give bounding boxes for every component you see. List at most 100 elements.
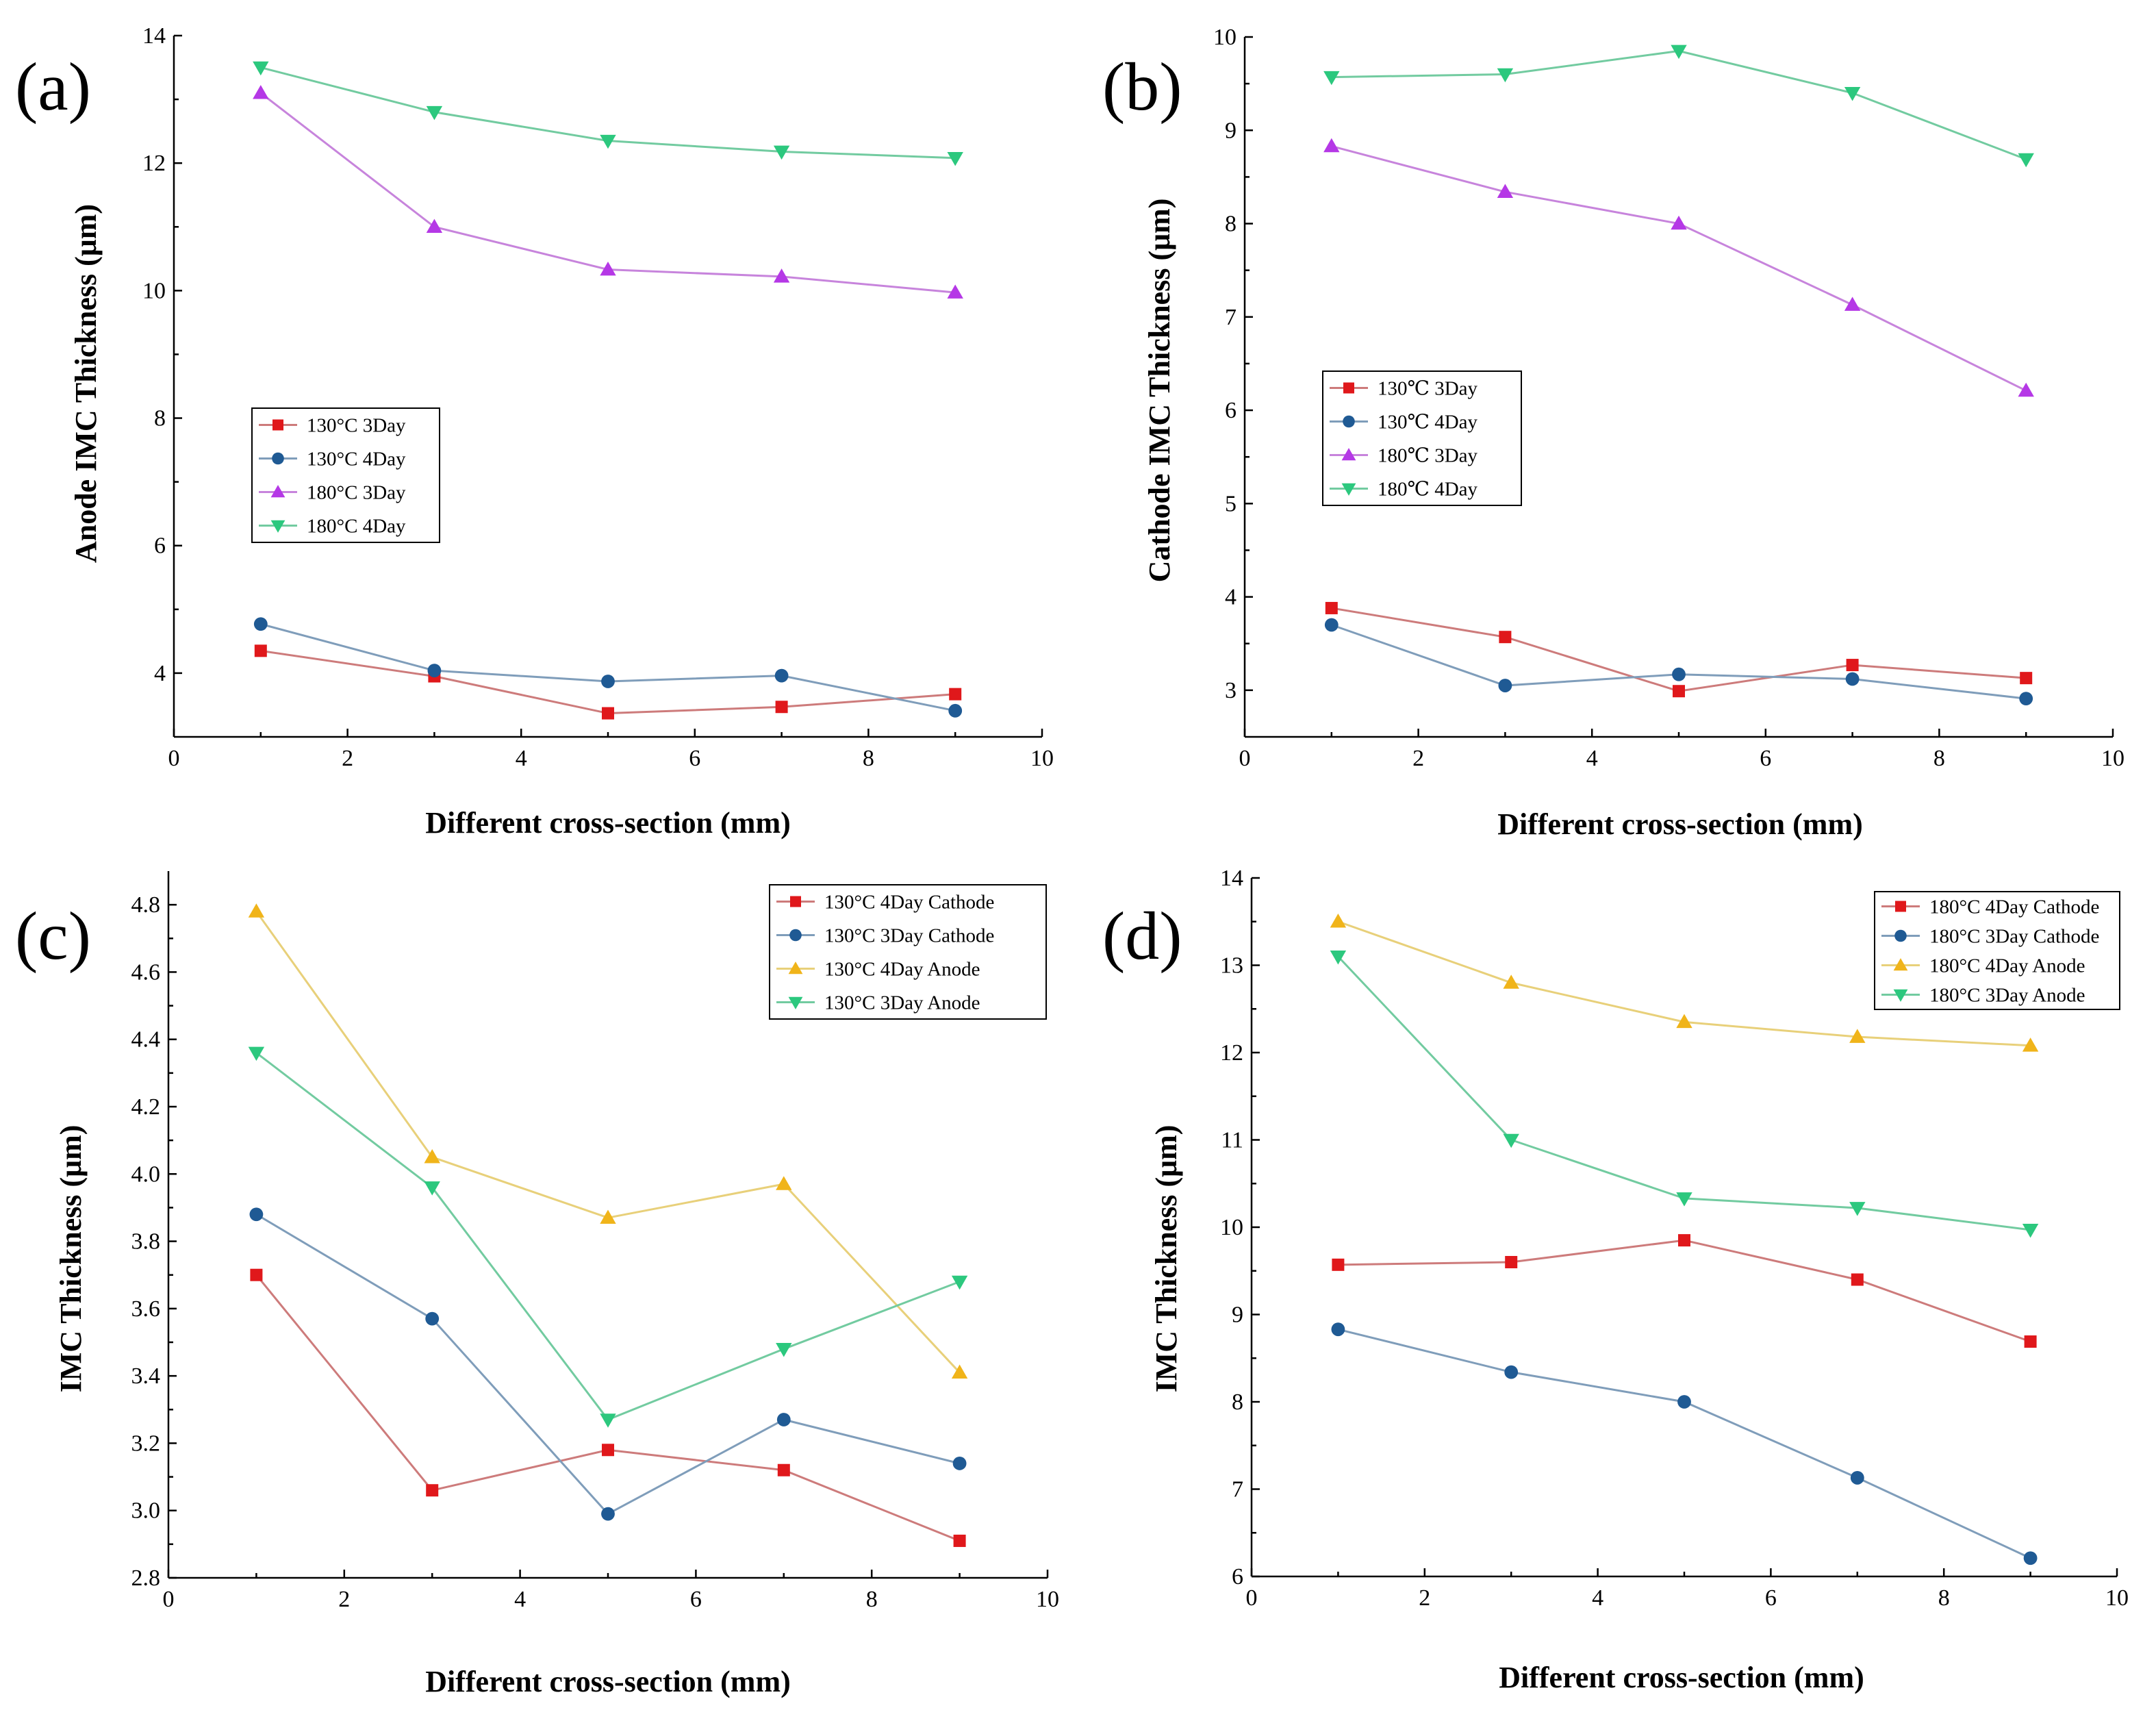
panel-d-y-tick-label: 7: [1232, 1477, 1243, 1502]
panel-d-legend-label-1: 180°C 4Day Cathode: [1929, 896, 2099, 918]
panel-d-series-3-point: [1676, 1014, 1692, 1029]
panel-a-series-3-point: [947, 284, 963, 299]
panel-d-series-1-point: [1678, 1234, 1690, 1247]
panel-c-series-4-point: [951, 1275, 968, 1290]
panel-b-x-tick-label: 2: [1412, 746, 1424, 771]
panel-a-legend-marker-3: [270, 485, 286, 498]
panel-c-x-tick-label: 0: [163, 1587, 175, 1612]
panel-c-y-tick-label: 3.6: [131, 1296, 161, 1322]
panel-a-legend-label-1: 130°C 3Day: [307, 415, 406, 437]
panel-a: (a) Different cross-section (mm) Anode I…: [15, 23, 1054, 840]
panel-d-y-tick-label: 6: [1232, 1564, 1243, 1589]
panel-c-series-1-point: [426, 1484, 439, 1497]
panel-d-series-4-point: [1330, 950, 1347, 965]
panel-b-series-3-line: [1331, 144, 2027, 392]
panel-b-letter: (b): [1102, 49, 1182, 125]
panel-c-y-tick-label: 4.4: [131, 1027, 161, 1053]
panel-d-series-1-point: [1851, 1273, 1864, 1286]
panel-c-series-4-point: [424, 1181, 440, 1196]
panel-c-series-1-line: [255, 1274, 961, 1542]
panel-c-series-3-point: [951, 1364, 968, 1379]
panel-b-series-1-point: [1499, 631, 1512, 644]
panel-b-series-4-point: [1497, 68, 1514, 83]
panel-c-legend-label-1: 130°C 4Day Cathode: [824, 892, 994, 914]
panel-b-series-1-point: [1325, 601, 1338, 614]
panel-c-series-3-point: [776, 1176, 792, 1190]
panel-c-series-3-point: [248, 903, 265, 918]
panel-d-x-tick-label: 0: [1246, 1585, 1258, 1611]
panel-b-series-4-point: [1844, 86, 1861, 101]
panel-a-x-tick-label: 0: [168, 746, 180, 771]
panel-c-series-2-point: [952, 1457, 967, 1470]
panel-a-series-4-point: [947, 151, 963, 166]
panel-c-legend-marker-2: [789, 929, 802, 942]
panel-d-series-1-point: [1505, 1256, 1518, 1268]
panel-b-legend-marker-2: [1343, 415, 1355, 428]
panel-b-legend-label-4: 180℃ 4Day: [1378, 479, 1478, 501]
panel-a-y-tick-label: 14: [142, 23, 166, 49]
panel-a-legend-label-2: 130°C 4Day: [307, 449, 406, 470]
panel-a-x-tick-label: 4: [516, 746, 527, 771]
panel-a-series-1-point: [254, 644, 267, 657]
panel-d-series-1-point: [1332, 1258, 1345, 1271]
panel-d-x-tick-label: 10: [2105, 1585, 2129, 1611]
panel-d-series-2-point: [2023, 1551, 2038, 1566]
panel-c-series-1-point: [250, 1268, 263, 1281]
panel-a-y-tick-label: 10: [142, 278, 166, 303]
panel-a-series-1-point: [602, 707, 614, 720]
panel-c-series-1-point: [602, 1444, 614, 1457]
panel-b-legend-label-2: 130℃ 4Day: [1378, 412, 1478, 433]
panel-c-y-tick-label: 2.8: [131, 1566, 161, 1591]
panel-b-series-2-point: [1498, 679, 1512, 692]
panel-c-legend-marker-4: [788, 996, 803, 1009]
panel-c-legend-label-4: 130°C 3Day Anode: [824, 992, 980, 1014]
panel-c-series-4-point: [600, 1413, 616, 1428]
panel-b-legend-marker-4: [1341, 483, 1356, 496]
panel-b-x-tick-label: 6: [1760, 746, 1771, 771]
panel-a-series-4-point: [773, 145, 790, 160]
panel-b-series-4-point: [1671, 45, 1687, 60]
panel-d-series-3-point: [1503, 975, 1519, 989]
panel-b-x-axis-title: Different cross-section (mm): [1497, 807, 1863, 841]
panel-b-legend: [1322, 370, 1522, 506]
panel-d-y-axis-title: IMC Thickness (μm): [1150, 1125, 1183, 1393]
panel-b-series-2-point: [1845, 672, 1860, 686]
panel-b-series-4-point: [2018, 153, 2034, 168]
panel-c-x-tick-label: 10: [1036, 1587, 1059, 1612]
panel-a-series-3-point: [426, 218, 443, 234]
panel-b-y-tick-label: 10: [1213, 25, 1236, 50]
panel-d-series-1-line: [1338, 1239, 2031, 1343]
panel-c-series-1-point: [777, 1463, 790, 1476]
panel-c-series-2-point: [425, 1311, 440, 1326]
panel-b-series-1-point: [1673, 685, 1685, 698]
panel-d-letter: (d): [1102, 898, 1182, 974]
panel-d-y-tick-label: 10: [1220, 1215, 1243, 1240]
panel-d-series-4-point: [1503, 1133, 1519, 1148]
panel-d-x-tick-label: 2: [1419, 1585, 1430, 1611]
panel-c-x-tick-label: 2: [338, 1587, 350, 1612]
panel-a-series-4-point: [253, 61, 269, 76]
panel-a-series-4-point: [426, 105, 443, 121]
panel-a-letter: (a): [15, 49, 91, 125]
panel-b-x-tick-label: 0: [1239, 746, 1251, 771]
panel-c-legend: [769, 884, 1047, 1020]
panel-a-series-4-point: [600, 134, 616, 149]
panel-d-legend-marker-1: [1895, 901, 1906, 912]
panel-b-series-4-line: [1331, 49, 2027, 160]
panel-d-series-2-line: [1338, 1328, 2031, 1559]
panel-d-legend-label-4: 180°C 3Day Anode: [1929, 985, 2085, 1007]
panel-a-y-tick-label: 4: [154, 661, 166, 686]
panel-b-series-3-point: [1497, 184, 1514, 198]
panel-d: (d) Different cross-section (mm) IMC Thi…: [1102, 866, 2129, 1694]
panel-c-series-1-point: [953, 1534, 966, 1547]
panel-c: (c) Different cross-section (mm) IMC Thi…: [15, 871, 1059, 1698]
panel-a-y-tick-label: 12: [142, 151, 166, 176]
panel-b-series-1-point: [2020, 672, 2033, 685]
panel-a-series-3-point: [773, 268, 790, 283]
panel-c-y-axis-title: IMC Thickness (μm): [54, 1125, 88, 1393]
panel-d-y-tick-label: 13: [1220, 953, 1243, 979]
panel-c-x-tick-label: 8: [866, 1587, 878, 1612]
panel-b-y-tick-label: 7: [1225, 305, 1236, 330]
panel-a-x-axis-title: Different cross-section (mm): [425, 806, 791, 840]
panel-b-x-tick-label: 10: [2101, 746, 2125, 771]
